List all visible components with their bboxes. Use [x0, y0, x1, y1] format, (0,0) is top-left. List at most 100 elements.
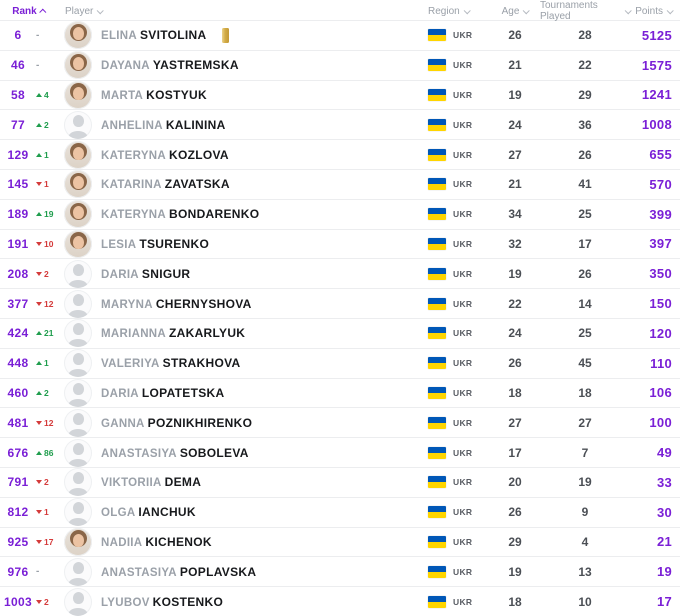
table-row[interactable]: 58 4 MARTA KOSTYUK UKR 19 29 1241 [0, 79, 680, 110]
rank-change-value: 2 [44, 387, 49, 398]
rank-change: - [36, 566, 39, 577]
table-row[interactable]: 208 2 DARIA SNIGUR UKR 19 26 350 [0, 258, 680, 289]
ukraine-flag-icon [428, 237, 446, 250]
region-cell: UKR [418, 178, 490, 191]
player-first-name: GANNA [101, 417, 145, 430]
age-value: 24 [508, 326, 522, 341]
rank-value: 377 [7, 296, 29, 311]
rank-cell: 812 1 [0, 505, 58, 519]
rank-change-value: 12 [44, 417, 54, 428]
table-row[interactable]: 189 19 KATERYNA BONDARENKO UKR 34 25 399 [0, 198, 680, 229]
player-cell: MARTA KOSTYUK [58, 80, 418, 109]
player-cell: ANASTASIYA SOBOLEVA [58, 438, 418, 467]
player-avatar [64, 140, 92, 169]
age-value: 32 [508, 236, 522, 251]
points-value: 19 [656, 564, 672, 580]
player-cell: DARIA SNIGUR [58, 259, 418, 288]
column-header-region-label: Region [428, 5, 460, 17]
table-row[interactable]: 191 10 LESIA TSURENKO UKR 32 17 397 [0, 228, 680, 259]
player-avatar [64, 200, 92, 229]
rank-cell: 208 2 [0, 267, 58, 281]
ukraine-flag-icon [428, 357, 446, 370]
ukraine-flag-icon [428, 535, 446, 548]
rank-change-arrow-icon [36, 510, 42, 515]
player-cell: GANNA POZNIKHIRENKO [58, 408, 418, 437]
column-header-points-label: Points [635, 5, 663, 17]
table-row[interactable]: 448 1 VALERIYA STRAKHOVA UKR 26 45 110 [0, 347, 680, 378]
player-first-name: MARIANNA [101, 328, 167, 341]
age-value: 20 [508, 475, 522, 490]
points-value: 1008 [641, 117, 672, 133]
region-cell: UKR [418, 88, 490, 101]
player-avatar [64, 170, 92, 199]
table-row[interactable]: 46 - DAYANA YASTREMSKA UKR 21 22 1575 [0, 49, 680, 80]
rank-change: 17 [36, 537, 53, 547]
region-cell: UKR [418, 476, 490, 489]
player-cell: MARYNA CHERNYSHOVA [58, 289, 418, 318]
player-last-name: BONDARENKO [169, 207, 260, 222]
region-cell: UKR [418, 237, 490, 250]
player-cell: LESIA TSURENKO [58, 229, 418, 258]
table-row[interactable]: 812 1 OLGA IANCHUK UKR 26 9 30 [0, 496, 680, 527]
points-value: 21 [656, 534, 672, 550]
table-row[interactable]: 424 21 MARIANNA ZAKARLYUK UKR 24 25 120 [0, 317, 680, 348]
rank-value: 448 [7, 356, 29, 371]
table-row[interactable]: 145 1 KATARINA ZAVATSKA UKR 21 41 570 [0, 168, 680, 199]
player-avatar [64, 587, 92, 616]
table-row[interactable]: 1003 2 LYUBOV KOSTENKO UKR 18 10 17 [0, 586, 680, 616]
ukraine-flag-icon [428, 386, 446, 399]
table-row[interactable]: 676 86 ANASTASIYA SOBOLEVA UKR 17 7 49 [0, 437, 680, 467]
tournaments-played-value: 25 [578, 326, 592, 341]
rank-change: 1 [36, 179, 49, 189]
rank-change-arrow-icon [36, 122, 42, 127]
column-header-rank[interactable]: Rank [0, 6, 58, 17]
player-avatar [64, 319, 92, 348]
rank-change: 21 [36, 328, 53, 338]
region-cell: UKR [418, 506, 490, 519]
rank-cell: 77 2 [0, 118, 58, 132]
table-row[interactable]: 377 12 MARYNA CHERNYSHOVA UKR 22 14 150 [0, 288, 680, 318]
column-header-points[interactable]: Points [630, 6, 680, 17]
column-header-age[interactable]: Age [490, 6, 540, 17]
column-header-player[interactable]: Player [58, 6, 418, 17]
rank-value: 189 [7, 207, 29, 222]
column-header-region[interactable]: Region [418, 6, 490, 17]
table-row[interactable]: 976 - ANASTASIYA POPLAVSKA UKR 19 13 19 [0, 556, 680, 587]
region-code: UKR [453, 507, 473, 518]
ukraine-flag-icon [428, 118, 446, 131]
column-header-player-label: Player [65, 5, 94, 17]
table-row[interactable]: 925 17 NADIIA KICHENOK UKR 29 4 21 [0, 526, 680, 557]
rank-change: 2 [36, 597, 49, 607]
region-code: UKR [453, 89, 473, 100]
table-row[interactable]: 791 2 VIKTORIIA DEMA UKR 20 19 33 [0, 466, 680, 497]
ukraine-flag-icon [428, 178, 446, 191]
tournaments-played-value: 45 [578, 356, 592, 371]
age-value: 26 [508, 356, 522, 371]
region-cell: UKR [418, 29, 490, 42]
region-code: UKR [453, 209, 473, 220]
rank-change-arrow-icon [36, 361, 42, 366]
player-first-name: VIKTORIIA [101, 477, 162, 490]
rank-change-arrow-icon [36, 92, 42, 97]
table-row[interactable]: 481 12 GANNA POZNIKHIRENKO UKR 27 27 100 [0, 407, 680, 438]
region-code: UKR [453, 298, 473, 309]
rank-change: 2 [36, 269, 49, 279]
player-first-name: ELINA [101, 30, 137, 43]
rank-value: 6 [14, 28, 22, 43]
rank-change-arrow-icon [36, 271, 42, 276]
age-value: 27 [508, 415, 522, 430]
rank-change-value: 1 [44, 179, 49, 190]
table-header: Rank Player Region Age Tournaments Playe… [0, 0, 680, 22]
table-row[interactable]: 6 - ELINA SVITOLINA UKR 26 28 5125 [0, 20, 680, 50]
table-row[interactable]: 460 2 DARIA LOPATETSKA UKR 18 18 106 [0, 377, 680, 408]
rank-cell: 58 4 [0, 88, 58, 102]
player-last-name: SVITOLINA [140, 28, 207, 43]
region-code: UKR [453, 268, 473, 279]
table-row[interactable]: 129 1 KATERYNA KOZLOVA UKR 27 26 655 [0, 139, 680, 169]
region-cell: UKR [418, 535, 490, 548]
rank-change-arrow-icon [36, 241, 42, 246]
table-row[interactable]: 77 2 ANHELINA KALININA UKR 24 36 1008 [0, 109, 680, 140]
rank-change-value: 4 [44, 89, 49, 100]
tournaments-played-value: 28 [578, 28, 592, 43]
column-header-tournaments[interactable]: Tournaments Played [540, 0, 632, 22]
